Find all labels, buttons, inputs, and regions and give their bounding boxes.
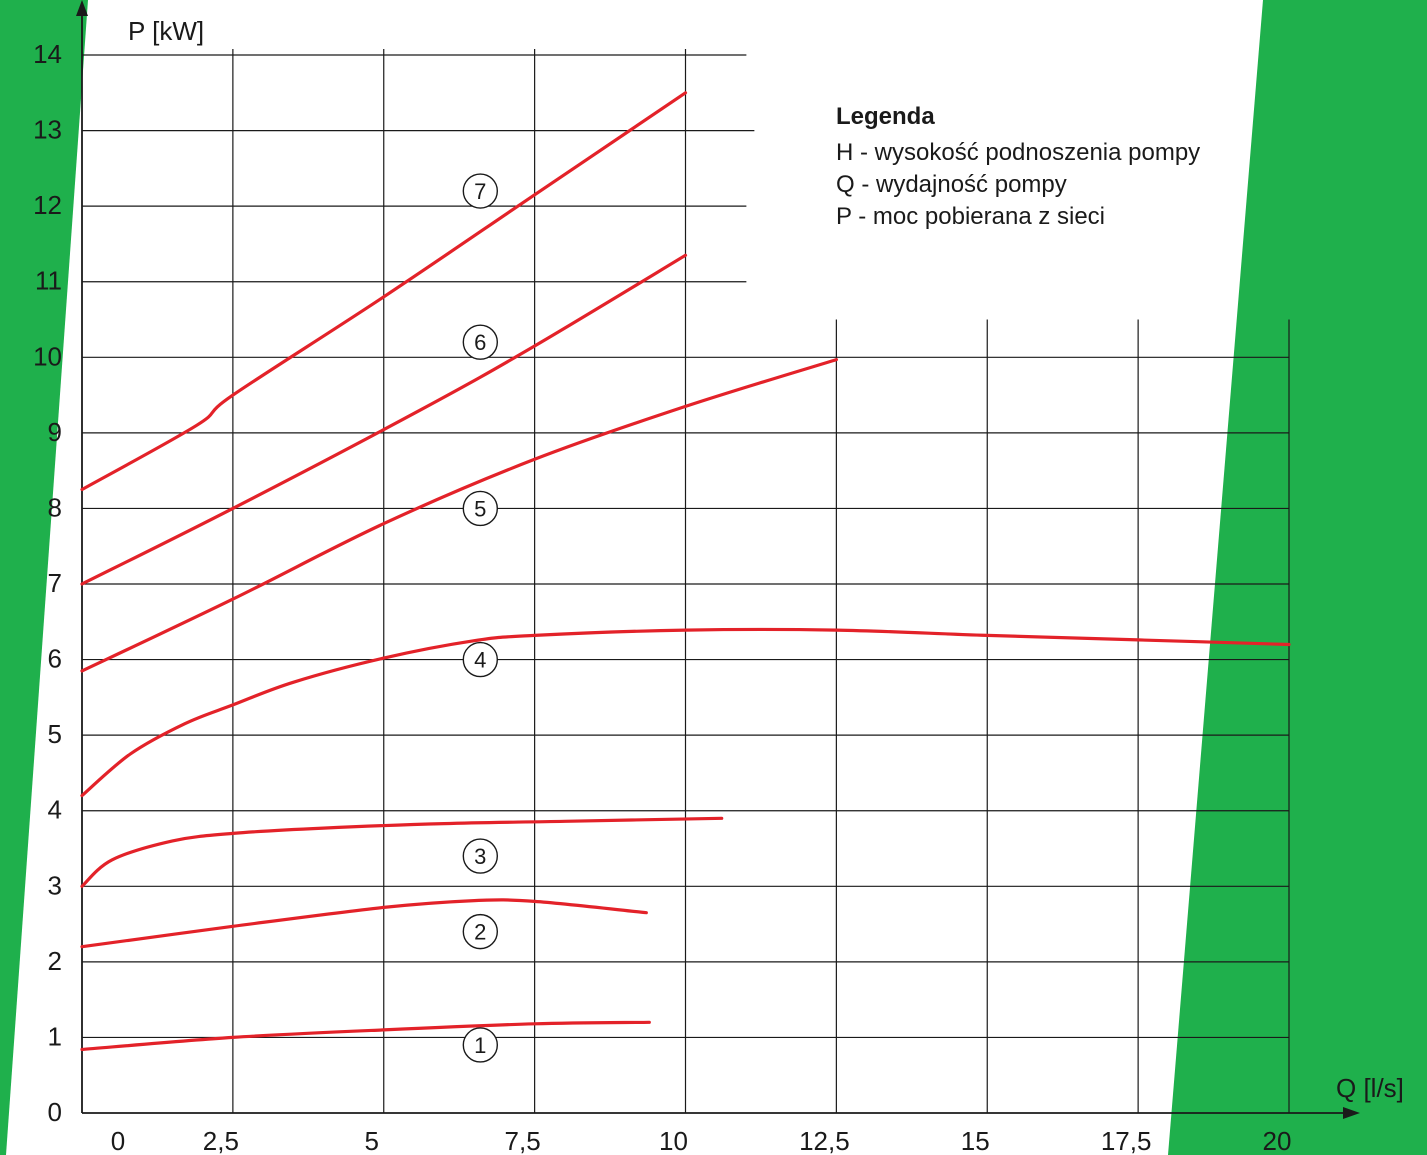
y-tick-label: 12	[33, 190, 62, 220]
y-tick-label: 3	[48, 870, 62, 900]
curve-7	[80, 91, 688, 492]
legend-item-p: P - moc pobierana z sieci	[836, 203, 1105, 230]
x-tick-label: 20	[1263, 1126, 1292, 1155]
curve-marker-5	[462, 490, 499, 527]
y-tick-label: 5	[48, 719, 62, 749]
curve-markers: 1 2 3 4 5 6 7	[462, 173, 499, 1063]
y-tick-label: 0	[48, 1097, 62, 1127]
curve-marker-6	[462, 324, 499, 360]
curve-6	[80, 253, 688, 586]
x-tick-label: 12,5	[799, 1126, 850, 1155]
curve-marker-2	[462, 913, 499, 950]
y-tick-label: 8	[48, 492, 62, 522]
curve-1	[80, 1020, 651, 1052]
y-tick-label: 13	[33, 115, 62, 145]
decor-band-left	[0, 0, 88, 1155]
legend-title: Legenda	[836, 103, 935, 130]
curve-marker-label: 6	[474, 330, 486, 355]
curve-4	[80, 627, 1291, 798]
x-tick-label: 5	[365, 1126, 379, 1155]
curve-marker-7	[462, 173, 499, 209]
grid	[82, 49, 1290, 1113]
y-tick-label: 4	[48, 795, 62, 825]
legend: Legenda H - wysokość podnoszenia pompy Q…	[836, 103, 1200, 230]
curve-2	[80, 898, 648, 949]
curve-marker-label: 5	[474, 496, 486, 521]
legend-item-h: H - wysokość podnoszenia pompy	[836, 139, 1200, 166]
x-tick-label: 2,5	[203, 1126, 239, 1155]
curve-marker-label: 1	[474, 1033, 486, 1058]
y-tick-label: 7	[48, 568, 62, 598]
y-tick-label: 2	[48, 946, 62, 976]
curve-marker-4	[462, 641, 499, 678]
axes	[76, 0, 1360, 1119]
curve-marker-3	[462, 838, 499, 874]
y-axis-title: P [kW]	[128, 16, 204, 46]
x-tick-label: 15	[961, 1126, 990, 1155]
x-axis-arrow	[1343, 1107, 1360, 1119]
y-tick-label: 9	[48, 417, 62, 447]
decor-band-right	[1168, 0, 1427, 1155]
y-axis-arrow	[76, 0, 88, 16]
curve-marker-1	[462, 1027, 499, 1063]
legend-item-q: Q - wydajność pompy	[836, 171, 1067, 198]
curve-marker-label: 7	[474, 179, 486, 204]
x-axis-title: Q [l/s]	[1336, 1073, 1404, 1103]
curve-marker-label: 3	[474, 844, 486, 869]
curves	[80, 91, 1291, 1052]
y-tick-label: 6	[48, 644, 62, 674]
x-tick-label: 10	[659, 1126, 688, 1155]
curve-marker-label: 4	[474, 648, 486, 673]
y-tick-label: 11	[35, 266, 62, 296]
curve-5	[80, 358, 838, 673]
y-tick-label: 1	[48, 1021, 62, 1051]
x-tick-label: 0	[111, 1126, 125, 1155]
x-tick-label: 17,5	[1101, 1126, 1152, 1155]
curve-marker-label: 2	[474, 920, 486, 945]
curve-3	[80, 816, 724, 888]
y-tick-label: 10	[33, 341, 62, 371]
x-tick-label: 7,5	[505, 1126, 541, 1155]
y-tick-label: 14	[33, 39, 62, 69]
